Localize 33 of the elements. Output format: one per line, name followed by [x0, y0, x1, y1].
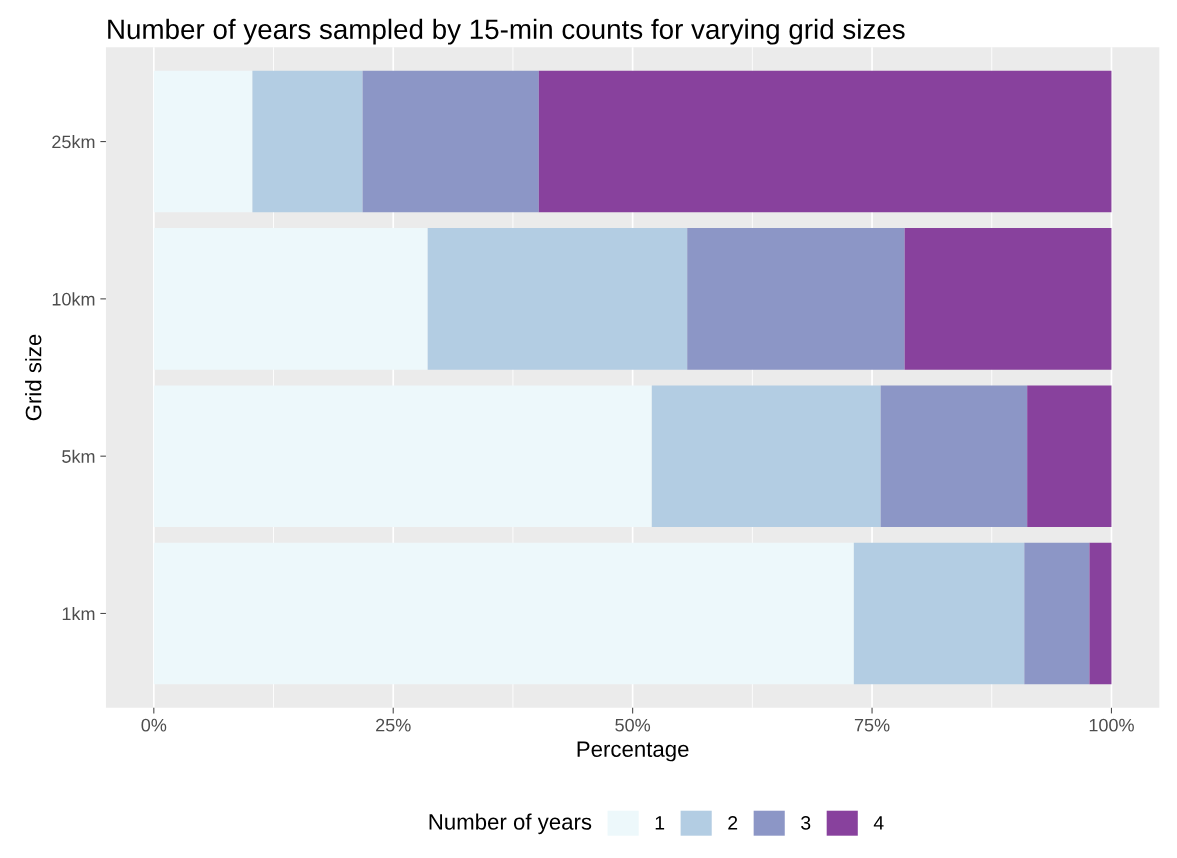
bar — [1027, 385, 1112, 527]
bar — [687, 228, 905, 370]
y-tick-label: 1km — [62, 606, 95, 621]
bar — [153, 385, 652, 527]
legend-title: Number of years — [429, 813, 592, 835]
legend-label: 2 — [728, 815, 738, 830]
x-tick-label: 75% — [854, 718, 890, 732]
bar — [853, 542, 1025, 685]
bar — [153, 542, 854, 685]
bar — [1024, 542, 1090, 685]
bar — [651, 385, 881, 527]
y-tick-label: 25km — [52, 135, 95, 149]
bar — [880, 385, 1028, 527]
y-tick-label: 10km — [52, 292, 95, 306]
x-axis-title: Percentage — [577, 741, 689, 762]
legend-label: 1 — [655, 816, 665, 830]
bar — [153, 70, 253, 213]
bar — [904, 228, 1112, 370]
bar — [153, 228, 428, 370]
x-tick-label: 0% — [141, 718, 167, 732]
x-tick-label: 50% — [615, 718, 651, 732]
y-tick-label: 5km — [62, 449, 95, 463]
bar — [252, 70, 363, 213]
legend-label: 4 — [873, 816, 884, 830]
x-tick-label: 25% — [376, 718, 411, 732]
bar — [427, 228, 688, 370]
bar — [1089, 542, 1112, 685]
chart-title: Number of years sampled by 15-min counts for varying grid sizes — [108, 18, 905, 45]
x-tick-label: 100% — [1089, 718, 1134, 732]
bar — [362, 70, 539, 213]
y-axis-title: Grid size — [25, 334, 42, 421]
legend-label: 3 — [801, 815, 811, 830]
bar — [538, 70, 1112, 213]
